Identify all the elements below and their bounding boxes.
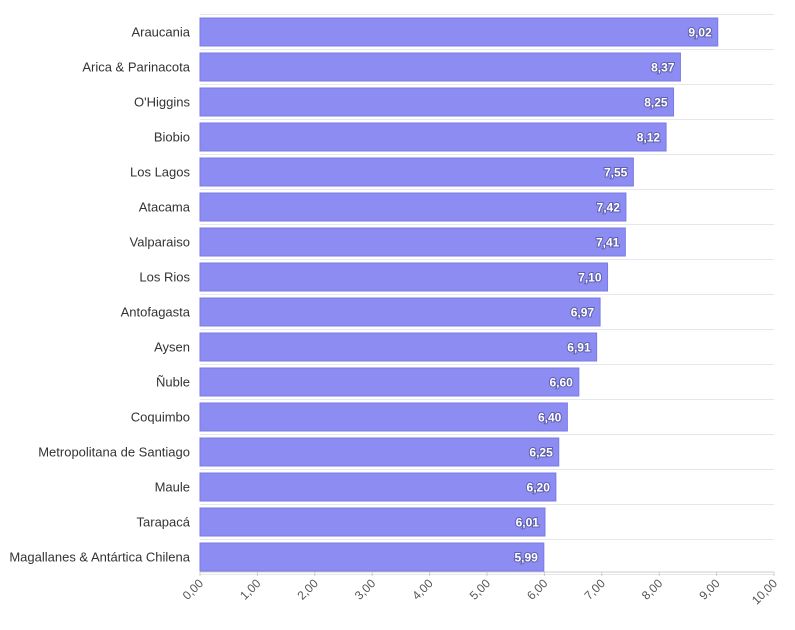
bar — [199, 367, 580, 397]
data-label: 6,01 — [516, 516, 540, 530]
bar — [199, 472, 557, 502]
data-label: 7,10 — [578, 271, 602, 285]
category-label: Aysen — [154, 340, 190, 355]
category-label: Maule — [155, 480, 190, 495]
x-axis: 0,00 1,00 2,00 3,00 4,00 5,00 6,00 7,00 8,00 9,00… — [180, 571, 780, 607]
x-tick-label: 7,00 — [582, 576, 609, 603]
x-tick-label: 0,00 — [180, 576, 207, 603]
value-labels: 9,02 8,37 8,25 8,12 7,55 7,42 7,41 7,10 6,97 6,91… — [513, 25, 713, 566]
category-label: Los Rios — [139, 270, 190, 285]
data-label: 9,02 — [688, 26, 712, 40]
category-label: Metropolitana de Santiago — [38, 445, 190, 460]
bar — [199, 227, 626, 257]
category-label: Tarapacá — [137, 515, 191, 530]
data-label: 7,42 — [597, 201, 621, 215]
category-label: Magallanes & Antártica Chilena — [9, 550, 190, 565]
x-tick-label: 1,00 — [237, 576, 264, 603]
x-tick-label: 9,00 — [696, 576, 723, 603]
bar — [199, 332, 598, 362]
x-tick-label: 4,00 — [409, 576, 436, 603]
bar — [199, 297, 601, 327]
bar — [199, 122, 667, 152]
category-labels: Araucania Arica & Parinacota O'Higgins Biob… — [9, 25, 190, 565]
data-label: 6,40 — [538, 411, 562, 425]
bar — [199, 192, 627, 222]
bar — [199, 262, 609, 292]
data-label: 6,25 — [529, 446, 553, 460]
data-label: 8,37 — [651, 61, 675, 75]
data-label: 5,99 — [514, 551, 538, 565]
category-label: Valparaiso — [130, 235, 190, 250]
x-tick-label: 10,00 — [749, 576, 780, 607]
bar — [199, 542, 545, 572]
category-label: Araucania — [131, 25, 190, 40]
category-label: Atacama — [139, 200, 191, 215]
data-label: 6,97 — [571, 306, 595, 320]
category-label: Biobio — [154, 130, 190, 145]
category-label: Los Lagos — [130, 165, 190, 180]
x-tick-label: 6,00 — [524, 576, 551, 603]
data-label: 8,12 — [637, 131, 661, 145]
category-label: Antofagasta — [121, 305, 191, 320]
bar — [199, 507, 546, 537]
bar — [199, 87, 675, 117]
data-label: 6,60 — [549, 376, 573, 390]
category-label: Arica & Parinacota — [82, 60, 190, 75]
bar — [199, 402, 568, 432]
category-label: Coquimbo — [131, 410, 190, 425]
data-label: 6,91 — [567, 341, 591, 355]
data-label: 6,20 — [527, 481, 551, 495]
bar — [199, 52, 681, 82]
x-tick-label: 5,00 — [467, 576, 494, 603]
data-label: 7,41 — [596, 236, 620, 250]
x-tick-label: 3,00 — [352, 576, 379, 603]
x-tick-label: 2,00 — [295, 576, 322, 603]
bar — [199, 437, 560, 467]
bar — [199, 157, 634, 187]
data-label: 7,55 — [604, 166, 628, 180]
data-label: 8,25 — [644, 96, 668, 110]
category-label: O'Higgins — [134, 95, 190, 110]
x-tick-label: 8,00 — [639, 576, 666, 603]
bars — [199, 17, 719, 572]
bar — [199, 17, 719, 47]
category-label: Ñuble — [156, 375, 190, 390]
